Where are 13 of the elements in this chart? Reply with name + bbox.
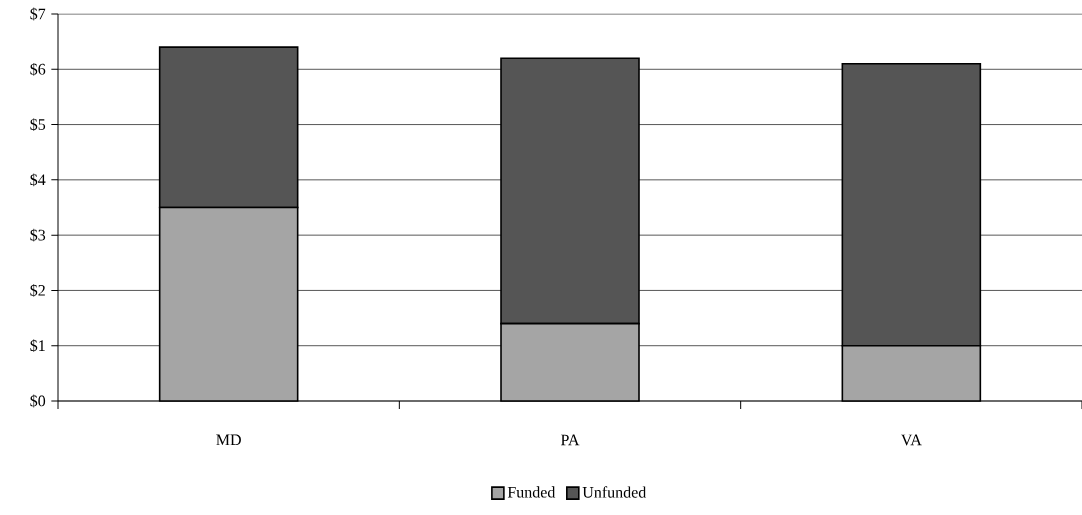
- y-tick-label: $5: [30, 118, 46, 131]
- y-tick-label: $1: [30, 339, 45, 353]
- y-tick-label: $3: [30, 228, 46, 242]
- legend-label: Funded: [507, 486, 556, 498]
- x-tick-label: VA: [901, 434, 922, 446]
- y-tick-label: $7: [30, 7, 46, 21]
- y-tick-label: $6: [30, 62, 46, 76]
- x-tick-label: MD: [216, 434, 241, 446]
- y-tick-label: $0: [30, 394, 46, 408]
- y-tick-label: $2: [30, 284, 45, 297]
- x-tick-label: PA: [560, 434, 580, 446]
- legend-label: Unfunded: [582, 486, 647, 498]
- y-tick-label: $4: [30, 173, 46, 187]
